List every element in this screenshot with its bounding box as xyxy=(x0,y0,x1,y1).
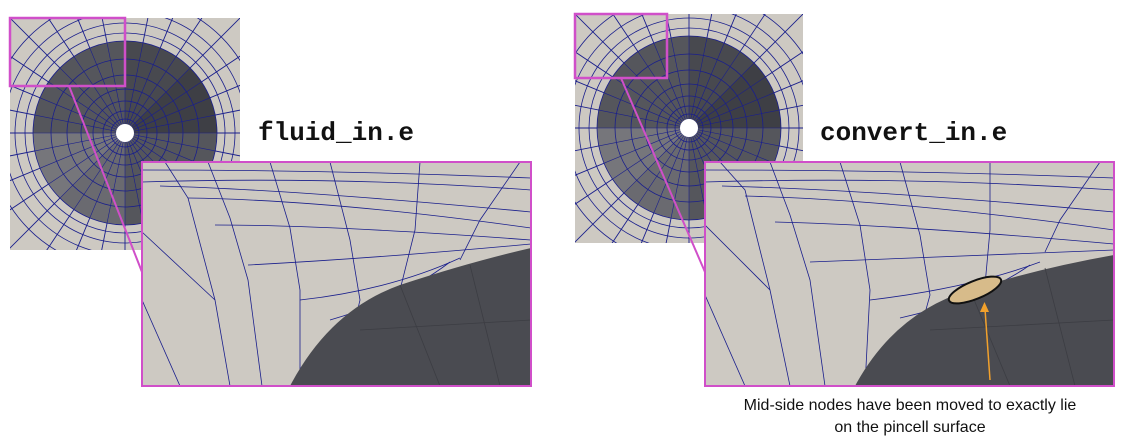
pin-mesh-ray xyxy=(106,42,126,134)
mesh-ring xyxy=(578,17,800,239)
pin-mesh-ray xyxy=(688,76,766,129)
pin-mesh-ray xyxy=(34,132,126,152)
annotation-line-2: on the pincell surface xyxy=(834,419,985,436)
annotation-arrow-head xyxy=(980,302,989,312)
pin-mesh-ray xyxy=(688,127,780,147)
pin-mesh-ray xyxy=(688,62,755,129)
annotation-line-1: Mid-side nodes have been moved to exactl… xyxy=(744,397,1077,414)
annotation-arrow-shaft xyxy=(984,308,991,381)
mid-side-node-highlight xyxy=(947,275,1003,305)
pin-mesh-ray xyxy=(688,127,708,219)
left-zoom-panel xyxy=(141,161,532,387)
pin-mesh-ray xyxy=(124,114,216,134)
pin-mesh-ray xyxy=(612,127,690,180)
pin-mesh-ray xyxy=(688,127,775,164)
left-mesh-thumbnail xyxy=(8,16,240,273)
pin-mesh-ray xyxy=(653,42,690,129)
pin-mesh-ray xyxy=(73,132,126,210)
pin-mesh-ray xyxy=(623,62,690,129)
pin-mesh-ray xyxy=(688,51,741,129)
pin-mesh-ray xyxy=(124,81,202,134)
pin-mesh-ray xyxy=(598,109,690,129)
pin-mesh-ray xyxy=(89,47,126,134)
pin-mesh-ray xyxy=(59,67,126,134)
pin-mesh-ray xyxy=(39,132,126,169)
pin-mesh-ray xyxy=(124,97,211,134)
pin-mesh-ray xyxy=(670,127,690,219)
pin-mesh-ray xyxy=(48,132,126,185)
pin-mesh-ray xyxy=(688,109,780,129)
pin-mesh-ray xyxy=(653,127,690,214)
pin-mesh-ray xyxy=(124,47,161,134)
pin-mesh-ray xyxy=(124,56,177,134)
pin-mesh-ray xyxy=(603,127,690,164)
pin-mesh-ray xyxy=(688,42,725,129)
pin-mesh-ray xyxy=(637,51,690,129)
pin-mesh-ray xyxy=(688,37,708,129)
right-zoom-connector xyxy=(620,77,706,273)
left-zoom-frame xyxy=(141,161,532,387)
right-zoom-frame xyxy=(704,161,1115,387)
left-highlight-box xyxy=(8,16,127,88)
pin-mesh-ray xyxy=(124,132,144,224)
pin-mesh-ray xyxy=(106,132,126,224)
pin-mesh-ray xyxy=(59,132,126,199)
pin-mesh-ray xyxy=(598,127,690,147)
pin-mesh-ray xyxy=(89,132,126,219)
pin-mesh-ray xyxy=(637,127,690,205)
pin-mesh-ray xyxy=(73,56,126,134)
pin-mesh-ray xyxy=(34,114,126,134)
pin-mesh-ray xyxy=(48,81,126,134)
pin-mesh-ray xyxy=(124,67,191,134)
pin-mesh-ray xyxy=(670,37,690,129)
right-zoom-panel xyxy=(704,161,1115,387)
pin-mesh-ray xyxy=(124,132,216,152)
pin-mesh-ray xyxy=(124,42,144,134)
pin-mesh-ray xyxy=(39,97,126,134)
left-zoom-connector xyxy=(68,85,143,273)
pin-mesh-ray xyxy=(603,92,690,129)
left-file-label: fluid_in.e xyxy=(258,118,414,148)
pin-mesh-ray xyxy=(688,92,775,129)
mesh-ring xyxy=(588,27,790,229)
right-file-label: convert_in.e xyxy=(820,118,1007,148)
